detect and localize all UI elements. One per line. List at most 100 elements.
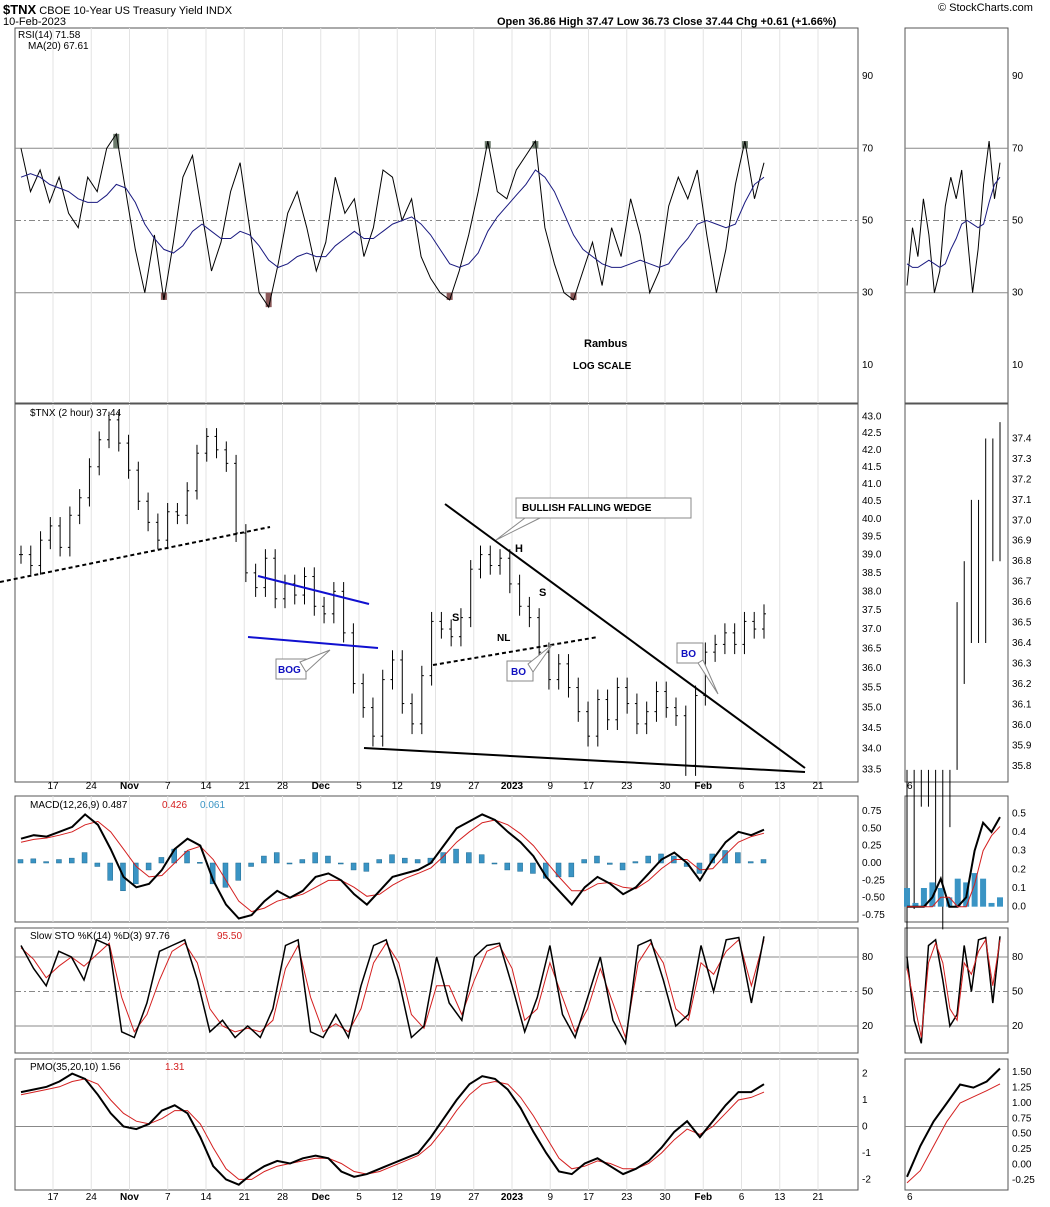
y-tick-label-side: 0.0 xyxy=(1012,902,1026,913)
macd-histogram-bar xyxy=(735,852,741,864)
macd-histogram-bar xyxy=(389,854,395,864)
y-tick-label-side: 0.3 xyxy=(1012,846,1026,857)
macd-side-frame xyxy=(904,795,1009,923)
macd-histogram-bar xyxy=(43,861,49,864)
y-tick-label: 39.5 xyxy=(862,532,882,543)
y-tick-label: 2 xyxy=(862,1069,868,1080)
y-tick-label-side: 0.75 xyxy=(1012,1113,1032,1124)
x-tick-label: 24 xyxy=(86,781,98,792)
y-tick-label: -0.75 xyxy=(862,910,885,921)
sto-main-frame xyxy=(14,927,859,1054)
macd-histogram-bar xyxy=(17,859,24,864)
macd-histogram-bar xyxy=(466,852,472,864)
x-tick-label: 5 xyxy=(356,781,362,792)
macd-histogram-bar-side xyxy=(920,888,927,907)
symbol: $TNX xyxy=(3,2,37,17)
macd-signal-legend: 0.426 xyxy=(162,800,187,811)
macd-histogram-bar xyxy=(235,862,242,881)
y-tick-label-side: 35.9 xyxy=(1012,740,1032,751)
rsi-extreme-fill xyxy=(160,292,167,300)
y-tick-label-side: 36.8 xyxy=(1012,556,1032,567)
x-tick-label: 12 xyxy=(392,781,404,792)
price-side-frame xyxy=(904,403,1009,783)
y-tick-label: 80 xyxy=(1012,952,1024,963)
chart-date: 10-Feb-2023 xyxy=(3,16,66,28)
macd-histogram-bar xyxy=(504,862,511,871)
x-tick-label: Nov xyxy=(120,1192,139,1203)
x-tick-label: 23 xyxy=(621,1192,633,1203)
macd-histogram-bar xyxy=(145,862,152,871)
x-tick-label: 17 xyxy=(583,1192,595,1203)
y-tick-label: 38.5 xyxy=(862,568,882,579)
rsi-extreme-fill xyxy=(570,292,577,300)
macd-histogram-bar xyxy=(581,859,587,864)
y-tick-label: 0.75 xyxy=(862,806,882,817)
rsi-extreme-fill xyxy=(484,141,491,149)
x-tick-label: 9 xyxy=(547,1192,553,1203)
y-tick-label: 1 xyxy=(862,1095,868,1106)
rsi-extreme-fill xyxy=(113,133,120,149)
y-tick-label: -0.25 xyxy=(862,875,885,886)
left-shoulder-label: S xyxy=(452,612,459,624)
y-tick-label: 36.0 xyxy=(862,663,882,674)
y-tick-label: 38.0 xyxy=(862,586,882,597)
flag-upper-line xyxy=(257,575,370,605)
y-tick-label: 50 xyxy=(1012,216,1024,227)
rsi-legend: RSI(14) 71.58 xyxy=(18,30,81,41)
pmo-legend: PMO(35,20,10) 1.56 xyxy=(30,1062,121,1073)
macd-histogram-bar xyxy=(760,859,767,864)
y-tick-label: 34.5 xyxy=(862,723,882,734)
author-label: Rambus xyxy=(584,338,627,350)
y-tick-label: -1 xyxy=(862,1148,871,1159)
y-tick-label: 0.00 xyxy=(862,858,882,869)
macd-histogram-bar xyxy=(568,862,575,878)
sto-k-line xyxy=(20,936,765,1046)
y-tick-label: 70 xyxy=(1012,143,1024,154)
y-tick-label-side: -0.25 xyxy=(1012,1175,1035,1186)
rsi-extreme-fill xyxy=(446,292,453,300)
x-tick-label: 30 xyxy=(659,781,671,792)
y-tick-label-side: 36.7 xyxy=(1012,577,1032,588)
y-tick-label-side: 36.0 xyxy=(1012,720,1032,731)
trendlines xyxy=(0,503,806,773)
macd-main-frame xyxy=(14,795,859,923)
macd-histogram-bar xyxy=(81,852,88,864)
price-main-frame xyxy=(14,403,859,783)
y-tick-label: 70 xyxy=(862,143,874,154)
sto-side-frame xyxy=(904,927,1009,1054)
macd-histogram-bar xyxy=(478,854,485,864)
x-tick-label: 9 xyxy=(547,781,553,792)
y-tick-label: 35.5 xyxy=(862,683,882,694)
pmo-signal-legend: 1.31 xyxy=(165,1062,185,1073)
y-tick-label-side: 0.50 xyxy=(1012,1129,1032,1140)
pmo-side-frame xyxy=(904,1058,1009,1191)
x-tick-label: 5 xyxy=(356,1192,362,1203)
y-tick-label-side: 36.9 xyxy=(1012,536,1032,547)
y-tick-label: 33.5 xyxy=(862,765,882,776)
y-tick-label-side: 36.1 xyxy=(1012,699,1032,710)
x-tick-label: 28 xyxy=(277,781,289,792)
pmo-signal-line-side xyxy=(906,1083,1001,1184)
y-tick-label: 35.0 xyxy=(862,703,882,714)
exchange: INDX xyxy=(205,5,233,17)
y-tick-label-side: 0.00 xyxy=(1012,1159,1032,1170)
bo-label-1: BO xyxy=(511,667,526,678)
y-tick-label: 43.0 xyxy=(862,412,882,423)
macd-histogram-bar xyxy=(453,848,459,864)
sto-d-line xyxy=(20,938,765,1040)
y-tick-label-side: 37.0 xyxy=(1012,515,1032,526)
macd-histogram-bar xyxy=(722,850,728,864)
right-shoulder-label: S xyxy=(539,587,546,599)
neckline-label: NL xyxy=(497,633,510,644)
macd-histogram-bar-side xyxy=(929,882,936,907)
price-legend: $TNX (2 hour) 37.44 xyxy=(30,408,122,419)
y-tick-label: 0.50 xyxy=(862,823,882,834)
x-tick-label: 24 xyxy=(86,1192,98,1203)
reference-lines xyxy=(15,147,1008,1127)
macd-histogram-bar-side xyxy=(954,878,961,907)
x-tick-label: 14 xyxy=(200,1192,212,1203)
y-tick-label: 40.0 xyxy=(862,514,882,525)
x-tick-label: 2023 xyxy=(501,781,524,792)
macd-histogram-bar xyxy=(158,857,165,864)
axis-labels: 17172424NovNov77141421212828DecDec551212… xyxy=(47,71,1035,1203)
